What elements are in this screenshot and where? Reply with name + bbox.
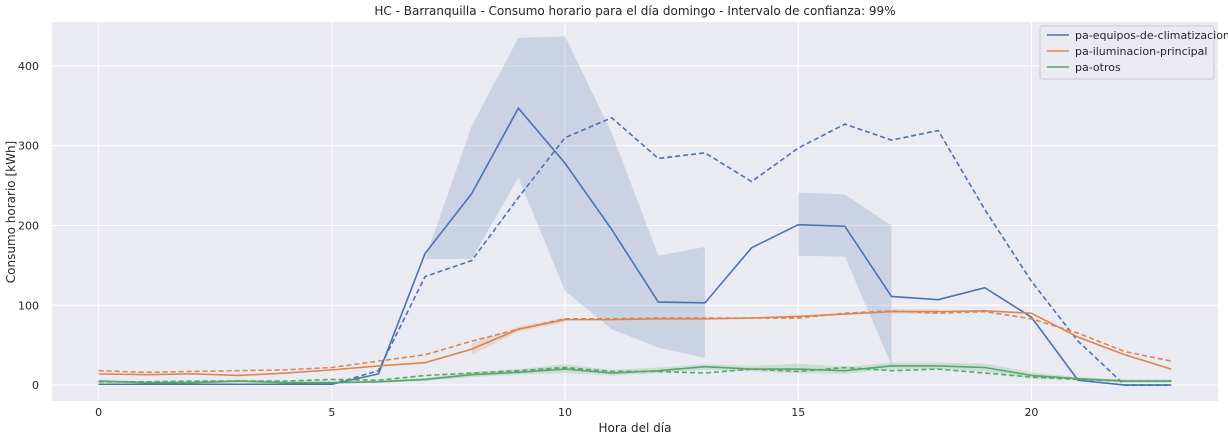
legend-item: pa-equipos-de-climatizacion <box>1047 29 1228 42</box>
legend-label: pa-iluminacion-principal <box>1075 45 1207 58</box>
legend-label: pa-equipos-de-climatizacion <box>1075 29 1228 42</box>
legend: pa-equipos-de-climatizacion pa-iluminaci… <box>1039 25 1228 80</box>
y-tick-label: 100 <box>18 299 39 312</box>
grid <box>52 22 1218 401</box>
y-tick-label: 400 <box>18 60 39 73</box>
x-tick-label: 15 <box>791 406 805 419</box>
legend-item: pa-iluminacion-principal <box>1047 45 1207 58</box>
y-tick-label: 0 <box>32 379 39 392</box>
series-lines <box>98 106 1172 386</box>
x-tick-label: 20 <box>1024 406 1038 419</box>
confidence-band <box>798 192 892 366</box>
x-axis-ticks: 0 5 10 15 20 <box>95 406 1038 419</box>
chart-title: HC - Barranquilla - Consumo horario para… <box>374 4 895 18</box>
y-axis-ticks: 0 100 200 300 400 <box>18 60 39 392</box>
y-axis-label: Consumo horario [kWh] <box>4 141 18 283</box>
x-axis-label: Hora del día <box>599 421 672 435</box>
confidence-band <box>98 362 1172 384</box>
plot-area <box>52 22 1218 401</box>
y-tick-label: 300 <box>18 140 39 153</box>
series-line <box>98 106 1172 386</box>
reference-line <box>98 310 1172 374</box>
x-tick-label: 0 <box>95 406 102 419</box>
legend-label: pa-otros <box>1075 61 1121 74</box>
legend-item: pa-otros <box>1047 61 1121 74</box>
series-line <box>98 365 1172 384</box>
y-tick-label: 200 <box>18 219 39 232</box>
legend-box <box>1039 25 1215 80</box>
confidence-band <box>471 317 566 355</box>
series-line <box>98 310 1172 377</box>
x-tick-label: 5 <box>328 406 335 419</box>
confidence-band <box>425 36 705 358</box>
x-tick-label: 10 <box>558 406 572 419</box>
